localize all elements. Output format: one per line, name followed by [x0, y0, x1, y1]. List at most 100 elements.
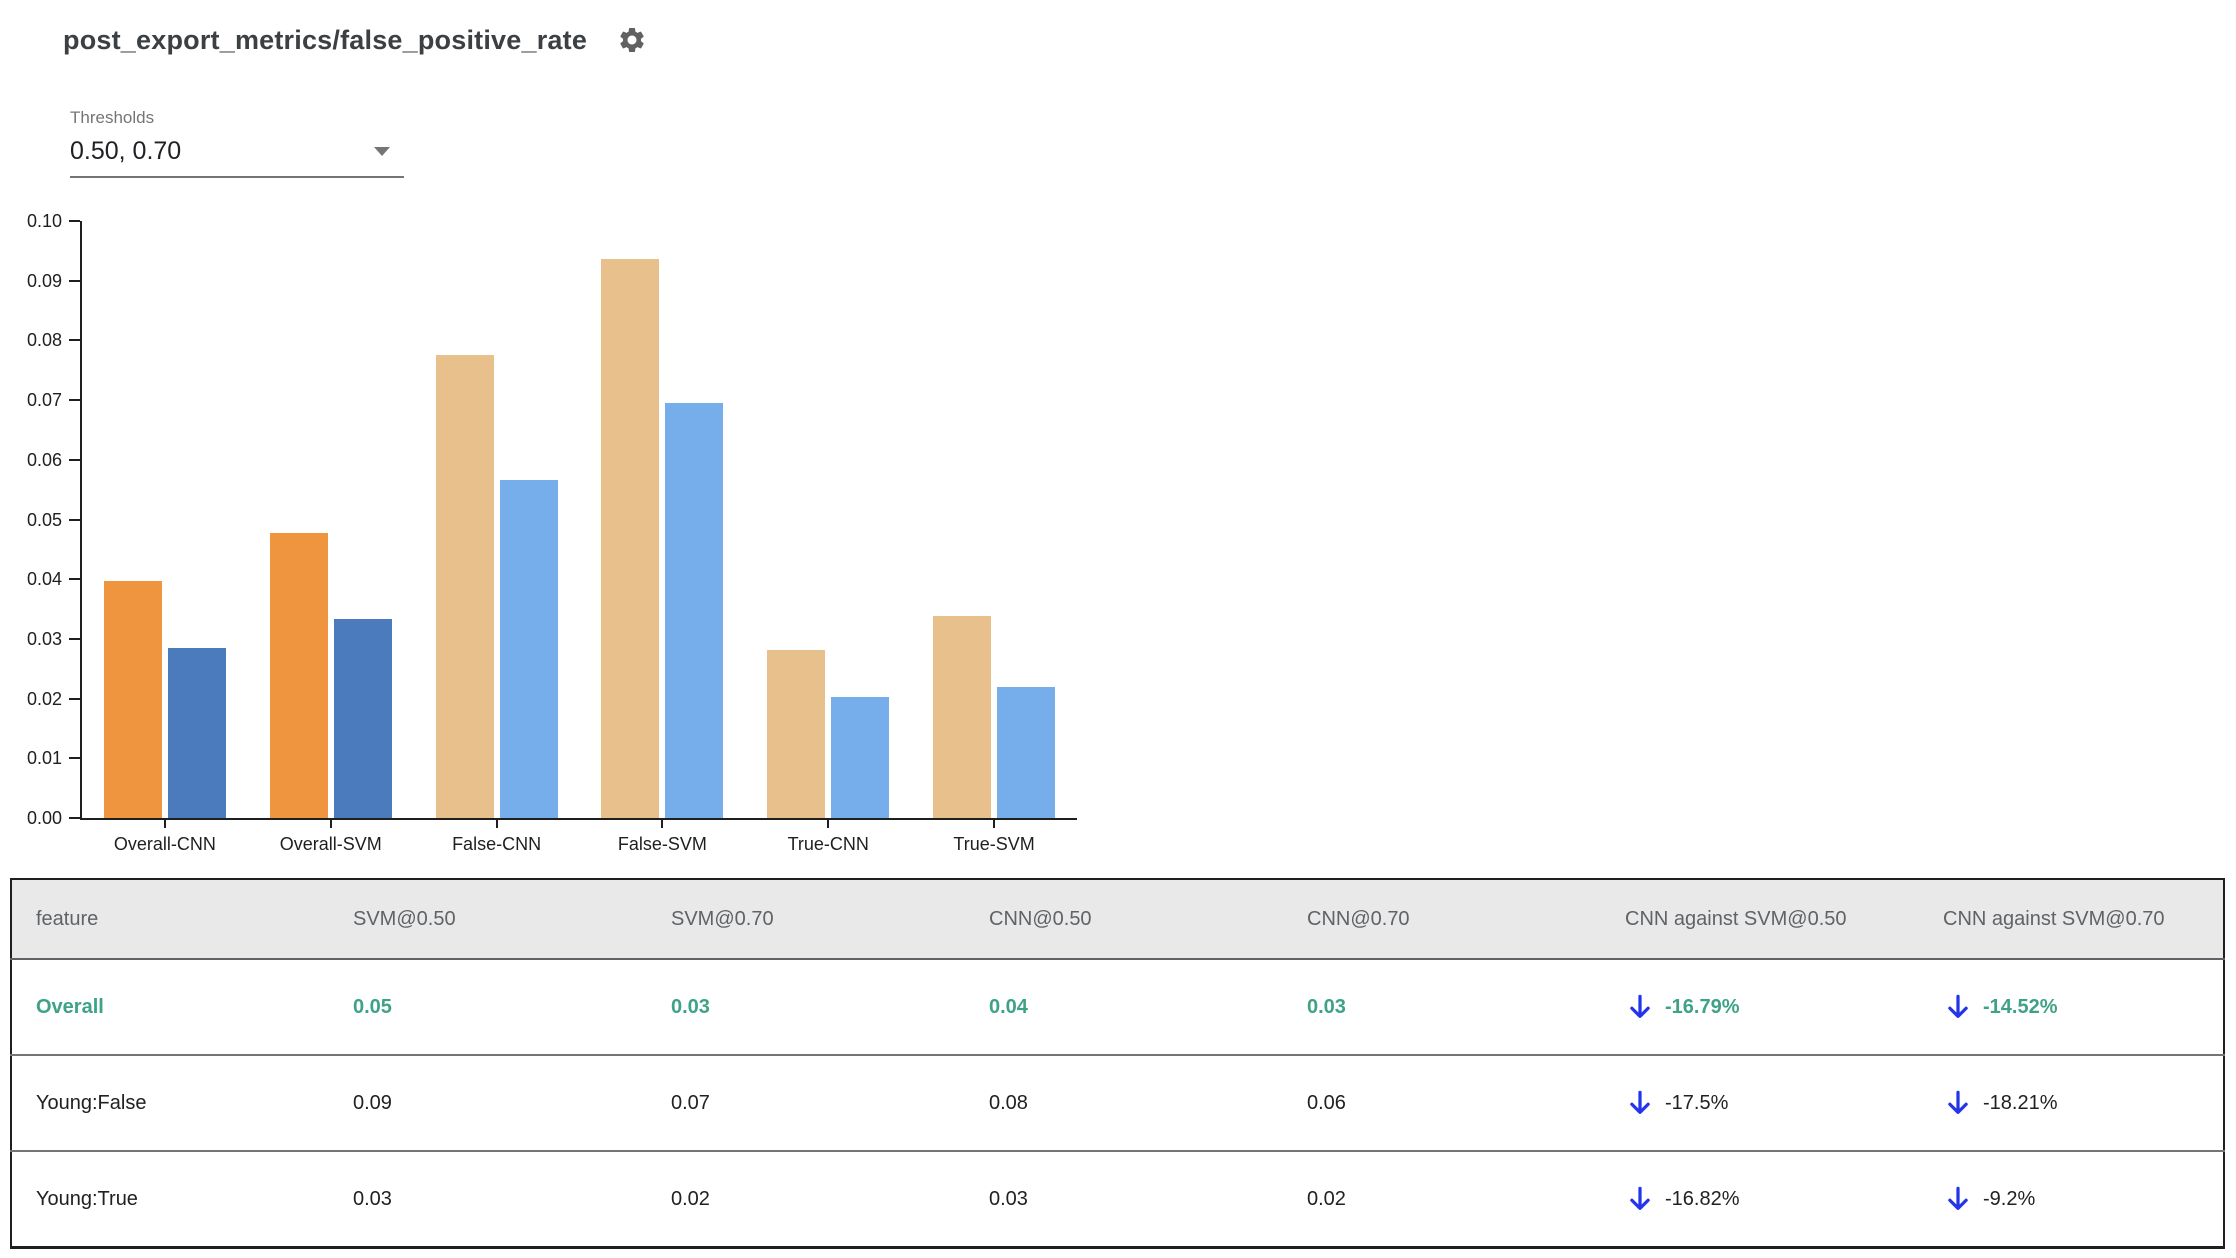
y-axis-tick: [69, 458, 80, 461]
value-cell: 0.03: [647, 959, 965, 1056]
column-header: CNN@0.70: [1283, 879, 1601, 960]
delta-cell: -18.21%: [1919, 1055, 2224, 1152]
x-axis-tick: [661, 820, 664, 828]
feature-cell: Overall: [11, 959, 329, 1056]
y-axis-tick: [69, 578, 80, 581]
arrow-down-icon: [1948, 994, 1968, 1018]
y-axis-tick: [69, 399, 80, 402]
arrow-down-icon: [1630, 1186, 1650, 1210]
bar-true-svm-high-threshold[interactable]: [997, 687, 1056, 818]
y-axis-tick-label: 0.04: [26, 569, 62, 590]
column-header: SVM@0.70: [647, 879, 965, 960]
column-header: CNN against SVM@0.50: [1601, 879, 1919, 960]
delta-value: -14.52%: [1983, 995, 2058, 1018]
y-axis-tick-label: 0.09: [26, 270, 62, 291]
y-axis-tick-label: 0.06: [26, 449, 62, 470]
delta-cell: -14.52%: [1919, 959, 2224, 1056]
y-axis-tick: [69, 220, 80, 222]
arrow-down-icon: [1948, 1186, 1968, 1210]
y-axis-tick-label: 0.10: [26, 211, 62, 231]
arrow-down-icon: [1948, 1090, 1968, 1114]
column-header-feature: feature: [11, 879, 329, 960]
column-header: CNN@0.50: [965, 879, 1283, 960]
value-cell: 0.04: [965, 959, 1283, 1056]
value-cell: 0.02: [671, 1187, 710, 1210]
bar-overall-cnn-low-threshold[interactable]: [103, 581, 162, 818]
y-axis-tick-label: 0.08: [26, 330, 62, 351]
x-axis-tick-label: False-SVM: [617, 834, 707, 854]
arrow-down-icon: [1630, 1090, 1650, 1114]
y-axis-tick: [69, 518, 80, 521]
bar-overall-cnn-high-threshold[interactable]: [167, 648, 226, 818]
x-axis-tick: [329, 820, 332, 828]
y-axis-tick: [69, 757, 80, 760]
metrics-table: feature SVM@0.50 SVM@0.70 CNN@0.50 CNN@0…: [10, 878, 2225, 1249]
value-cell: 0.06: [1283, 1055, 1601, 1152]
delta-value: -16.79%: [1665, 995, 1740, 1018]
x-axis-tick: [827, 820, 830, 828]
thresholds-label: Thresholds: [70, 108, 155, 127]
bar-true-svm-low-threshold[interactable]: [933, 616, 992, 818]
table-row: Young:False 0.09 0.07 0.08 0.06 -17.5% -…: [11, 1055, 2224, 1152]
y-axis-tick: [69, 637, 80, 640]
x-axis-tick-label: Overall-CNN: [113, 834, 216, 854]
column-header: CNN against SVM@0.70: [1919, 879, 2224, 960]
panel-header: post_export_metrics/false_positive_rate: [63, 24, 649, 56]
bar-chart: 0.00 0.01 0.02 0.03 0.04 0.05 0.06 0.07 0.08 0.09…: [26, 211, 1077, 854]
arrow-down-icon: [1630, 994, 1650, 1018]
bar-false-svm-low-threshold[interactable]: [601, 259, 660, 818]
bar-true-cnn-low-threshold[interactable]: [767, 650, 826, 818]
x-axis-tick: [993, 820, 996, 828]
value-cell: 0.08: [965, 1055, 1283, 1152]
delta-cell: -16.79%: [1601, 959, 1919, 1056]
y-axis-tick: [69, 697, 80, 700]
value-cell: 0.03: [353, 1187, 392, 1210]
x-axis-tick-label: Overall-SVM: [279, 834, 382, 854]
x-axis-tick-label: True-CNN: [787, 834, 869, 854]
delta-cell: -17.5%: [1601, 1055, 1919, 1152]
bar-false-svm-high-threshold[interactable]: [665, 403, 724, 818]
thresholds-control: Thresholds 0.50, 0.70: [70, 108, 404, 178]
delta-value: -9.2%: [1983, 1187, 2036, 1210]
y-axis-tick: [69, 279, 80, 282]
y-axis-tick-label: 0.07: [26, 390, 62, 411]
delta-cell: -16.82%: [1601, 1151, 1919, 1248]
chevron-down-icon: [374, 147, 390, 156]
delta-cell: -9.2%: [1919, 1151, 2224, 1248]
y-axis-tick-label: 0.03: [26, 628, 62, 649]
bar-false-cnn-high-threshold[interactable]: [499, 480, 558, 818]
delta-value: -18.21%: [1983, 1091, 2058, 1114]
feature-cell: Young:False: [11, 1055, 329, 1152]
y-axis-tick-label: 0.02: [26, 688, 62, 709]
column-header: SVM@0.50: [329, 879, 647, 960]
value-cell: 0.07: [647, 1055, 965, 1152]
thresholds-selected-value: 0.50, 0.70: [70, 137, 182, 165]
value-cell: 0.03: [1283, 959, 1601, 1056]
x-axis-tick: [495, 820, 498, 828]
value-cell: 0.05: [329, 959, 647, 1056]
delta-value: -17.5%: [1665, 1091, 1729, 1114]
delta-value: -16.82%: [1665, 1187, 1740, 1210]
gear-icon: [620, 28, 644, 52]
y-axis-tick-label: 0.00: [26, 808, 62, 828]
x-axis-tick-label: True-SVM: [953, 834, 1035, 854]
y-axis-tick: [69, 817, 80, 819]
value-cell: 0.02: [1307, 1187, 1346, 1210]
thresholds-select[interactable]: 0.50, 0.70: [70, 133, 404, 178]
bar-false-cnn-low-threshold[interactable]: [435, 355, 494, 818]
x-axis-tick: [163, 820, 166, 828]
y-axis-line: [80, 221, 82, 818]
value-cell: 0.03: [989, 1187, 1028, 1210]
bar-overall-svm-high-threshold[interactable]: [333, 619, 392, 818]
page-title: post_export_metrics/false_positive_rate: [63, 24, 588, 55]
bar-overall-svm-low-threshold[interactable]: [269, 533, 328, 818]
y-axis-tick: [69, 339, 80, 342]
bar-true-cnn-high-threshold[interactable]: [831, 697, 890, 818]
table-header-row: feature SVM@0.50 SVM@0.70 CNN@0.50 CNN@0…: [11, 879, 2224, 960]
x-axis-line: [80, 818, 1077, 820]
table-row: Young:True 0.03 0.02 0.03 0.02 -16.82% -…: [11, 1151, 2224, 1248]
y-axis-tick-label: 0.01: [26, 748, 62, 769]
settings-button[interactable]: [617, 24, 649, 56]
table-row: Overall 0.05 0.03 0.04 0.03 -16.79% -14.…: [11, 959, 2224, 1056]
